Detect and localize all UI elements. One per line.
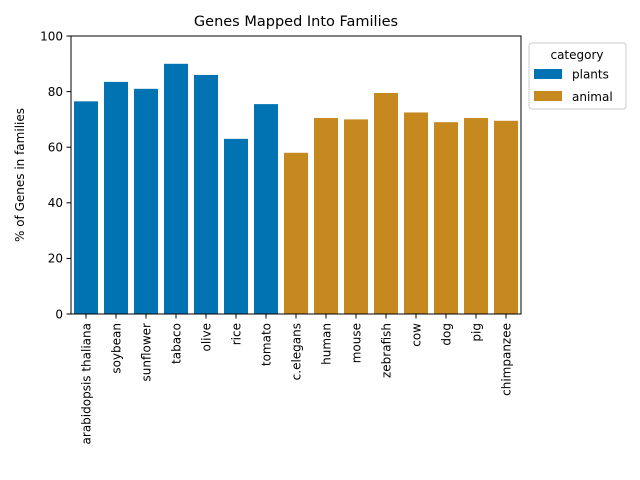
legend: category plants animal <box>528 42 627 110</box>
y-tick-label: 100 <box>40 29 63 43</box>
x-tick-label: sunflower <box>140 323 154 382</box>
bar-olive <box>194 74 218 314</box>
bar-dog <box>434 122 458 315</box>
x-tick-label: human <box>320 323 334 365</box>
legend-label-plants: plants <box>572 68 609 82</box>
legend-title: category <box>550 48 603 62</box>
bar-soybean <box>104 81 128 315</box>
x-tick-label: arabidopsis thaliana <box>80 323 94 444</box>
y-axis-label: % of Genes in families <box>13 108 27 242</box>
x-tick-label: pig <box>470 323 484 342</box>
y-tick-label: 80 <box>48 85 63 99</box>
legend-swatch-plants <box>534 69 562 79</box>
bar-cow <box>404 112 428 314</box>
plot-frame <box>70 35 522 315</box>
y-axis: 0 20 40 60 80 100 <box>40 29 71 321</box>
x-tick-label: dog <box>440 323 454 346</box>
x-tick-label: tomato <box>260 323 274 366</box>
bars-group <box>74 63 518 315</box>
bar-chimpanzee <box>494 120 518 314</box>
y-tick-label: 20 <box>48 252 63 266</box>
x-axis: arabidopsis thaliana soybean sunflower taba… <box>80 314 514 444</box>
x-tick-label: rice <box>230 323 244 345</box>
bar-rice <box>224 138 248 314</box>
x-tick-label: mouse <box>350 323 364 363</box>
bar-sunflower <box>134 88 158 314</box>
bar-mouse <box>344 119 368 315</box>
x-tick-label: olive <box>200 323 214 352</box>
bar-zebrafish <box>374 92 398 315</box>
bar-arabidopsis-thaliana <box>74 101 98 314</box>
x-tick-label: cow <box>410 323 424 347</box>
x-tick-label: zebrafish <box>380 323 394 378</box>
chart-title: Genes Mapped Into Families <box>194 14 398 30</box>
x-tick-label: chimpanzee <box>500 323 514 396</box>
x-tick-label: soybean <box>110 323 124 374</box>
x-tick-label: tabaco <box>170 323 184 364</box>
bar-tabaco <box>164 63 188 314</box>
x-tick-label: c.elegans <box>290 323 304 380</box>
bar-tomato <box>254 104 278 314</box>
y-tick-label: 40 <box>48 196 63 210</box>
bar-human <box>314 118 338 314</box>
y-tick-label: 0 <box>55 307 63 321</box>
bar-c-elegans <box>284 152 308 314</box>
y-tick-label: 60 <box>48 141 63 155</box>
legend-label-animal: animal <box>572 90 613 104</box>
bar-pig <box>464 118 488 314</box>
legend-swatch-animal <box>534 91 562 101</box>
